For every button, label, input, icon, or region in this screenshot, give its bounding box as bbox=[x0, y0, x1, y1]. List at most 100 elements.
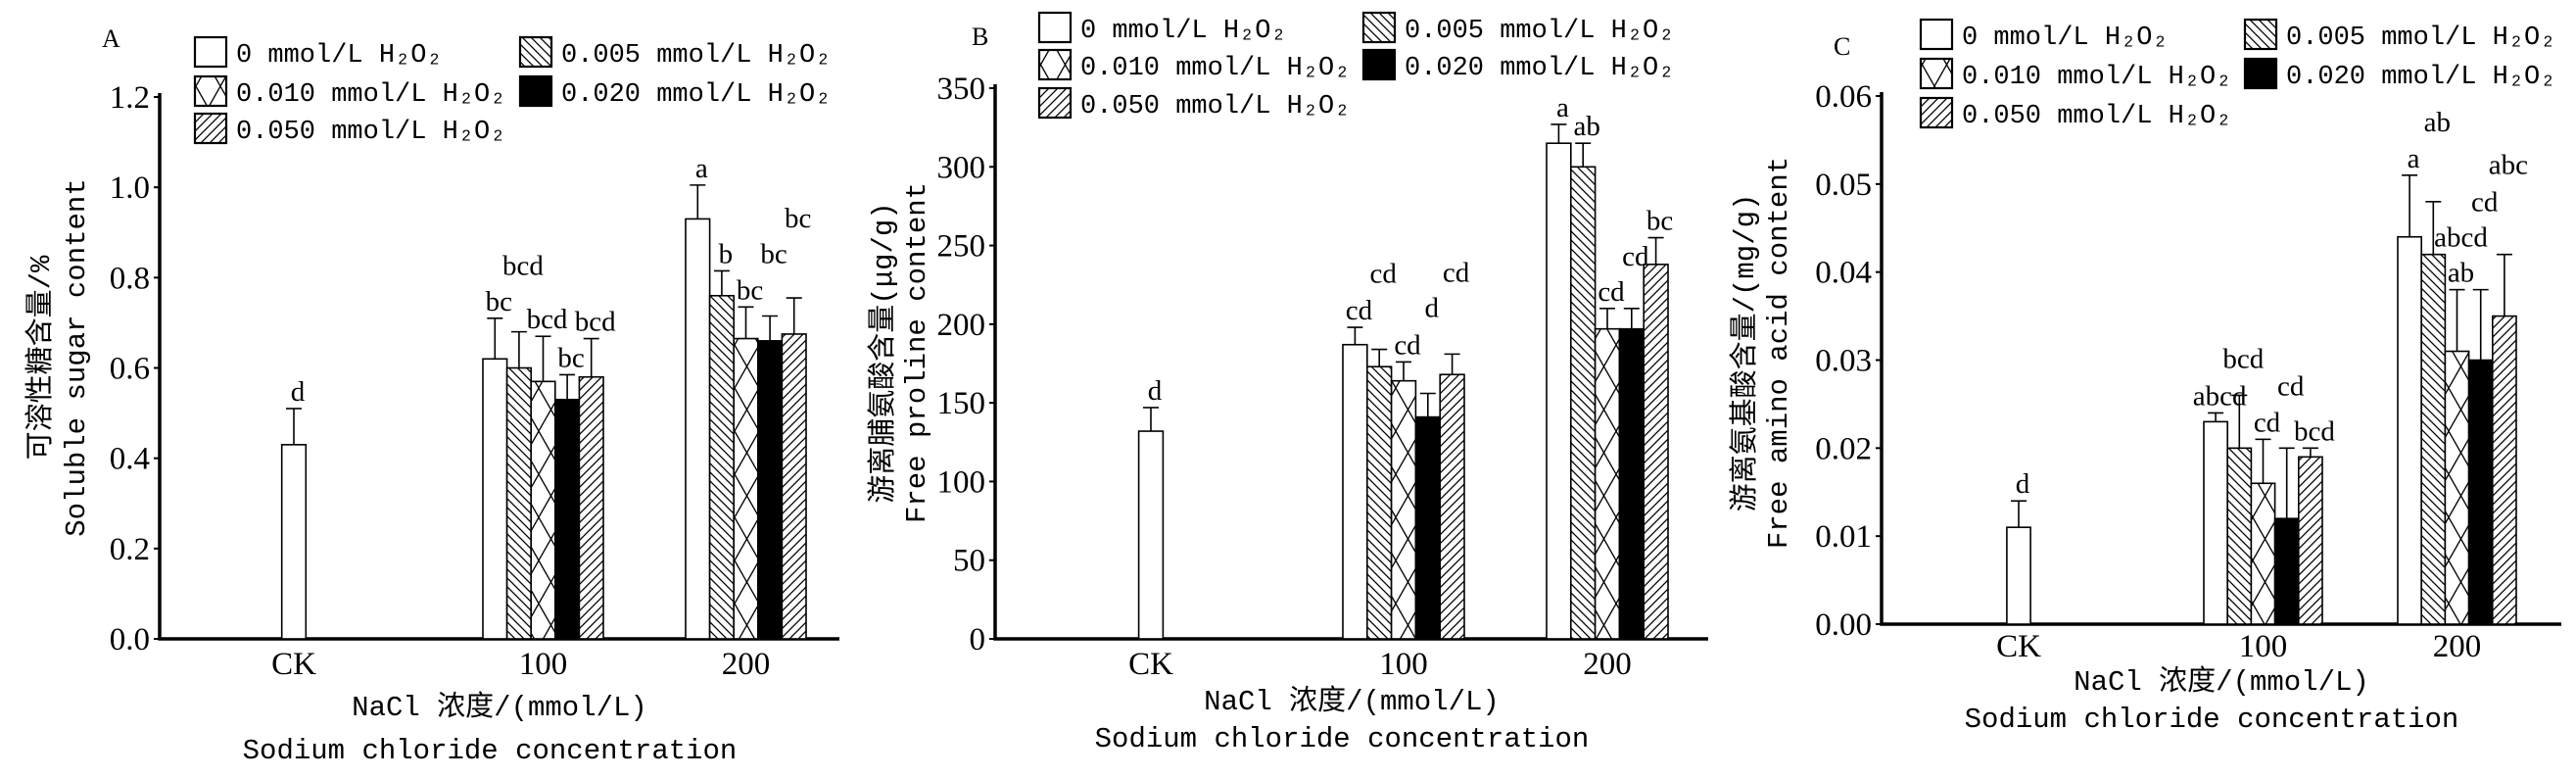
significance-letter: d bbox=[1148, 375, 1163, 407]
y-tick-label: 0.04 bbox=[1815, 256, 1872, 291]
y-tick-label: 100 bbox=[937, 464, 986, 500]
y-tick-label: 350 bbox=[937, 72, 986, 107]
significance-letter: a bbox=[2408, 143, 2420, 174]
significance-letter: cd bbox=[2277, 370, 2305, 402]
significance-letter: bc bbox=[557, 342, 584, 373]
bar-a-100-series-4 bbox=[578, 375, 604, 640]
x-axis-title-cn: NaCl 浓度/(mmol/L) bbox=[2074, 664, 2369, 699]
bar-c-ck-series-0 bbox=[2006, 526, 2031, 625]
legend: 0 mmol/L H₂O₂ 0.005 mmol/L H₂O₂ 0.010 mmol… bbox=[193, 35, 831, 147]
x-axis-title-en: Sodium chloride concentration bbox=[1095, 723, 1590, 755]
legend-label: 0 mmol/L H₂O₂ bbox=[1962, 24, 2169, 53]
x-axis-title-en: Sodium chloride concentration bbox=[1965, 704, 2459, 736]
significance-letter: ab bbox=[2424, 107, 2451, 138]
bar-c-200-series-0 bbox=[2397, 235, 2423, 625]
significance-letter: cd bbox=[2254, 407, 2281, 438]
bar-b-200-series-0 bbox=[1546, 142, 1572, 640]
significance-letter: abcd bbox=[2193, 380, 2247, 412]
legend-swatch bbox=[1919, 96, 1954, 129]
panel-label: C bbox=[1834, 32, 1850, 61]
chart-panel-b: B 0 50 100 150 200 250 300 350 CK 100 200 NaCl 浓度/(m… bbox=[866, 11, 1708, 755]
legend-swatch bbox=[193, 35, 228, 69]
legend-swatch bbox=[1037, 48, 1073, 81]
bar-b-100-series-3 bbox=[1414, 415, 1442, 640]
legend-label: 0.020 mmol/L H₂O₂ bbox=[561, 80, 831, 110]
significance-letter: bc bbox=[760, 239, 787, 270]
legend-label: 0 mmol/L H₂O₂ bbox=[236, 41, 443, 71]
y-tick-label: 0.6 bbox=[110, 352, 150, 387]
y-axis-title-en: Soluble sugar content bbox=[61, 178, 93, 536]
y-axis-title-cn: 游离氨基酸含量/(mg/g) bbox=[1728, 194, 1762, 512]
bar-a-100-series-2 bbox=[530, 380, 556, 640]
significance-letter: d bbox=[2016, 468, 2030, 500]
bar-c-200-series-3 bbox=[2467, 359, 2494, 625]
bar-a-200-series-3 bbox=[756, 340, 784, 640]
x-tick-label: CK bbox=[271, 647, 316, 682]
significance-letter: cd bbox=[1370, 259, 1398, 290]
legend-label: 0.005 mmol/L H₂O₂ bbox=[2286, 24, 2555, 53]
legend-label: 0.010 mmol/L H₂O₂ bbox=[1962, 63, 2231, 92]
chart-panel-c: C 0.00 0.01 0.02 0.03 0.04 0.05 0.06 CK 100 200 NaC… bbox=[1728, 18, 2561, 736]
significance-letter: abc bbox=[2489, 150, 2528, 181]
bar-b-100-series-0 bbox=[1342, 343, 1368, 640]
y-tick-label: 0.03 bbox=[1815, 344, 1872, 379]
significance-letter: cd bbox=[1346, 295, 1373, 326]
legend-swatch bbox=[1037, 11, 1073, 44]
legend-swatch bbox=[193, 112, 228, 145]
y-tick-label: 300 bbox=[937, 150, 986, 185]
panel-label: A bbox=[102, 24, 120, 53]
y-tick-label: 0.06 bbox=[1815, 79, 1872, 115]
x-axis-title-cn: NaCl 浓度/(mmol/L) bbox=[1204, 684, 1500, 718]
x-axis-title-cn: NaCl 浓度/(mmol/L) bbox=[352, 690, 647, 724]
y-axis-title-cn: 可溶性糖含量/% bbox=[24, 255, 58, 460]
significance-letter: bc bbox=[486, 286, 512, 317]
y-tick-label: 200 bbox=[937, 308, 986, 343]
bar-b-ck-series-0 bbox=[1137, 430, 1165, 640]
x-tick-label: 200 bbox=[2433, 629, 2482, 664]
legend-label: 0.005 mmol/L H₂O₂ bbox=[1405, 17, 1674, 46]
y-tick-label: 0.4 bbox=[110, 442, 150, 477]
legend-swatch bbox=[2243, 57, 2278, 90]
bar-a-100-series-1 bbox=[505, 366, 532, 640]
bar-b-200-series-1 bbox=[1570, 166, 1597, 640]
bar-a-200-series-4 bbox=[781, 333, 807, 640]
legend: 0 mmol/L H₂O₂ 0.005 mmol/L H₂O₂ 0.010 mmol… bbox=[1037, 11, 1674, 122]
legend-swatch bbox=[1919, 18, 1954, 51]
x-axis-title-en: Sodium chloride concentration bbox=[243, 735, 738, 767]
bar-a-200-series-0 bbox=[685, 218, 711, 640]
x-tick-label: CK bbox=[1128, 647, 1173, 682]
legend-swatch bbox=[518, 35, 553, 69]
significance-letter: bcd bbox=[527, 304, 568, 335]
bar-a-200-series-1 bbox=[708, 294, 735, 640]
y-axis-title-en: Free proline content bbox=[901, 182, 933, 523]
y-tick-label: 1.2 bbox=[110, 80, 150, 116]
significance-letter: a bbox=[695, 153, 708, 184]
significance-letter: a bbox=[1556, 92, 1569, 123]
legend-swatch bbox=[2243, 18, 2278, 51]
y-tick-label: 0.2 bbox=[110, 532, 150, 567]
legend: 0 mmol/L H₂O₂ 0.005 mmol/L H₂O₂ 0.010 mmol… bbox=[1919, 18, 2555, 131]
significance-letter: bcd bbox=[2222, 343, 2264, 374]
y-axis-title-cn: 游离脯氨酸含量(μg/g) bbox=[866, 202, 900, 503]
bar-c-200-series-4 bbox=[2492, 315, 2517, 625]
significance-letter: cd bbox=[1443, 257, 1470, 288]
bar-a-200-series-2 bbox=[733, 337, 759, 640]
chart-panel-a: A 0.0 0.2 0.4 0.6 0.8 1.0 1.2 CK 100 200 NaCl 浓度/(m… bbox=[24, 24, 839, 767]
significance-letter: ab bbox=[1574, 111, 1600, 142]
bar-a-100-series-0 bbox=[482, 358, 508, 640]
x-tick-label: 100 bbox=[519, 647, 568, 682]
x-tick-label: 100 bbox=[1379, 647, 1428, 682]
legend-label: 0.010 mmol/L H₂O₂ bbox=[1080, 54, 1350, 83]
significance-letter: bcd bbox=[502, 251, 544, 282]
bar-c-200-series-2 bbox=[2444, 350, 2470, 625]
significance-letter: bcd bbox=[2294, 415, 2335, 447]
bar-a-100-series-3 bbox=[553, 398, 581, 640]
x-tick-label: 200 bbox=[722, 647, 771, 682]
legend-swatch bbox=[193, 74, 228, 108]
significance-letter: bc bbox=[1646, 206, 1673, 237]
legend-label: 0.005 mmol/L H₂O₂ bbox=[561, 41, 831, 71]
x-tick-label: 200 bbox=[1583, 647, 1632, 682]
bar-c-100-series-4 bbox=[2298, 456, 2323, 625]
significance-letter: bc bbox=[785, 203, 811, 234]
